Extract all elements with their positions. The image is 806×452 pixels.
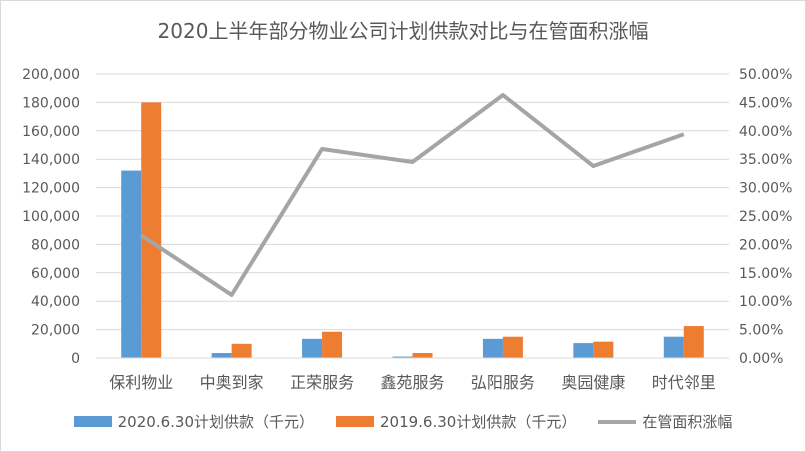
gridlines: [96, 73, 729, 359]
legend-label-2020: 2020.6.30计划供款（千元）: [117, 413, 314, 431]
category-label: 保利物业: [109, 373, 173, 392]
right-tick-label: 25.00%: [739, 209, 792, 225]
category-label: 时代邻里: [652, 373, 716, 392]
right-tick-label: 35.00%: [739, 152, 792, 168]
category-label: 鑫苑服务: [380, 373, 444, 392]
category-label: 弘阳服务: [471, 373, 535, 392]
legend-swatch-2019: [335, 416, 374, 427]
growth-line: [140, 93, 685, 297]
bar-2020: [302, 338, 323, 358]
x-axis: 保利物业 中奥到家 正荣服务 鑫苑服务 弘阳服务 奥园健康 时代邻里: [96, 357, 729, 392]
bar-2020: [211, 353, 232, 358]
bar-2020: [663, 336, 684, 358]
left-tick-label: 120,000: [22, 181, 80, 197]
bar-2020: [573, 343, 594, 358]
right-tick-label: 5.00%: [739, 323, 783, 339]
bar-2019: [141, 102, 162, 359]
right-tick-label: 30.00%: [739, 181, 792, 197]
left-tick-label: 200,000: [22, 67, 80, 83]
right-tick-label: 50.00%: [739, 67, 792, 83]
left-tick-label: 20,000: [31, 323, 80, 339]
bar-2019: [231, 343, 252, 358]
growth-line-layer: [140, 93, 685, 297]
right-axis: 0.00% 5.00% 10.00% 15.00% 20.00% 25.00% 30.00%…: [739, 67, 792, 367]
legend-label-growth: 在管面积涨幅: [642, 413, 733, 431]
bar-2019: [322, 331, 343, 358]
left-tick-label: 60,000: [31, 266, 80, 282]
right-tick-label: 20.00%: [739, 237, 792, 253]
legend: 2020.6.30计划供款（千元） 2019.6.30计划供款（千元） 在管面积…: [1, 411, 805, 432]
bar-2019: [683, 326, 704, 358]
category-label: 正荣服务: [290, 373, 354, 392]
right-tick-label: 15.00%: [739, 266, 792, 282]
bar-2019: [412, 353, 433, 358]
right-tick-label: 0.00%: [739, 351, 783, 367]
left-axis: 0 20,000 40,000 60,000 80,000 100,000 120,000 1…: [22, 67, 80, 367]
legend-item-growth: 在管面积涨幅: [598, 411, 732, 432]
category-label: 中奥到家: [200, 373, 264, 392]
right-tick-label: 40.00%: [739, 124, 792, 140]
left-tick-label: 80,000: [31, 237, 80, 253]
chart-title: 2020上半年部分物业公司计划供款对比与在管面积涨幅: [157, 19, 649, 43]
bar-2020: [121, 170, 142, 358]
bars: [121, 102, 704, 359]
bar-2020: [482, 338, 503, 358]
left-tick-label: 0: [71, 351, 80, 367]
legend-item-2020: 2020.6.30计划供款（千元）: [73, 411, 314, 432]
legend-swatch-2020: [73, 416, 112, 427]
legend-label-2019: 2019.6.30计划供款（千元）: [379, 413, 577, 431]
bar-2019: [502, 336, 523, 358]
legend-item-2019: 2019.6.30计划供款（千元）: [335, 411, 577, 432]
left-tick-label: 100,000: [22, 209, 80, 225]
left-tick-label: 180,000: [22, 95, 80, 111]
category-label: 奥园健康: [561, 373, 625, 392]
bar-2019: [593, 341, 614, 358]
right-tick-label: 45.00%: [739, 95, 792, 111]
bar-2020: [392, 356, 413, 358]
right-tick-label: 10.00%: [739, 294, 792, 310]
legend-swatch-growth: [598, 419, 637, 424]
left-tick-label: 160,000: [22, 124, 80, 140]
left-tick-label: 140,000: [22, 152, 80, 168]
left-tick-label: 40,000: [31, 294, 80, 310]
